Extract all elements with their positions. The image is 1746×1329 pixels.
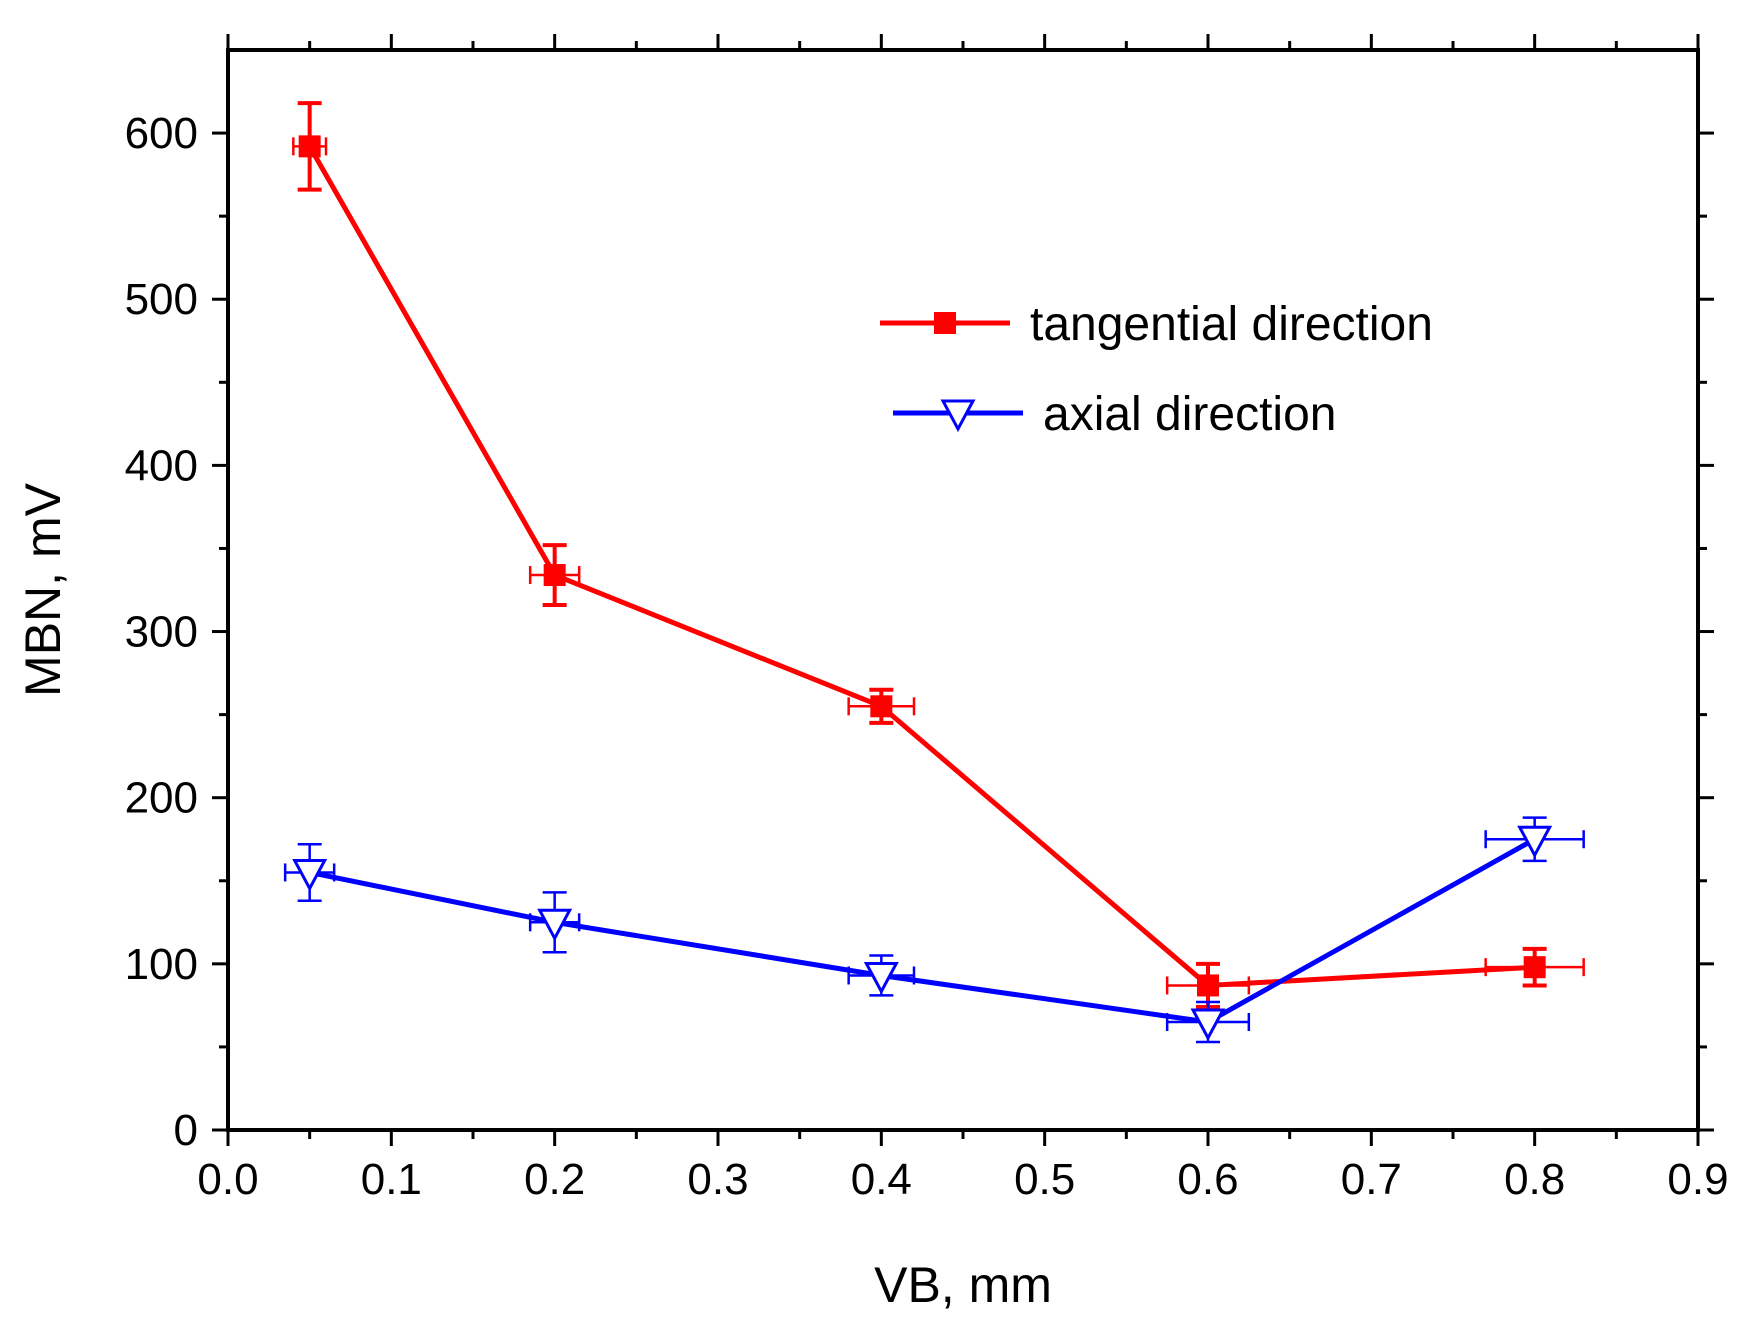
series-tangential	[292, 101, 1585, 1010]
plot-frame	[226, 48, 1700, 1132]
data-point-triangle	[863, 961, 899, 995]
series-axial	[283, 816, 1585, 1044]
legend-marker-square	[934, 312, 956, 334]
legend-marker-triangle	[940, 399, 976, 433]
x-tick-label: 0.6	[1177, 1155, 1238, 1204]
data-point-square	[1197, 974, 1219, 997]
data-point-triangle	[537, 908, 573, 942]
legend-label: axial direction	[1043, 388, 1336, 441]
y-tick-label: 600	[125, 109, 198, 158]
x-tick-label: 0.9	[1667, 1155, 1728, 1204]
x-tick-label: 0.8	[1504, 1155, 1565, 1204]
data-point-triangle	[1190, 1008, 1226, 1042]
data-point-triangle	[1517, 825, 1553, 859]
y-tick-label: 0	[174, 1106, 198, 1155]
data-point-square	[298, 135, 321, 158]
x-tick-label: 0.4	[851, 1155, 912, 1204]
series-line	[307, 145, 1535, 988]
x-tick-label: 0.1	[361, 1155, 422, 1204]
legend: tangential direction axial direction	[880, 298, 1433, 441]
x-axis-title: VB, mm	[874, 1257, 1052, 1313]
y-axis-title: MBN, mV	[15, 482, 71, 697]
series-line	[309, 837, 1536, 1025]
x-tick-label: 0.0	[197, 1155, 258, 1204]
y-tick-label: 200	[125, 774, 198, 823]
y-tick-label: 300	[125, 608, 198, 657]
x-tick-label: 0.7	[1341, 1155, 1402, 1204]
tick-labels-layer: 0.0 0.1 0.2 0.3 0.4 0.5 0.6 0.7 0.8 0.9 0 100 200 300…	[125, 109, 1729, 1204]
tick-marks-layer	[212, 34, 1714, 1146]
legend-item-tangential: tangential direction	[880, 298, 1433, 351]
y-tick-label: 100	[125, 940, 198, 989]
y-tick-label: 400	[125, 441, 198, 490]
series-layer	[283, 101, 1585, 1044]
x-tick-label: 0.3	[687, 1155, 748, 1204]
x-tick-label: 0.2	[524, 1155, 585, 1204]
y-tick-label: 500	[125, 275, 198, 324]
data-point-square	[543, 564, 566, 587]
data-point-square	[870, 695, 893, 718]
legend-item-axial: axial direction	[893, 388, 1336, 441]
data-point-triangle	[292, 858, 328, 892]
data-point-square	[1523, 956, 1546, 979]
x-tick-label: 0.5	[1014, 1155, 1075, 1204]
legend-label: tangential direction	[1030, 298, 1433, 351]
